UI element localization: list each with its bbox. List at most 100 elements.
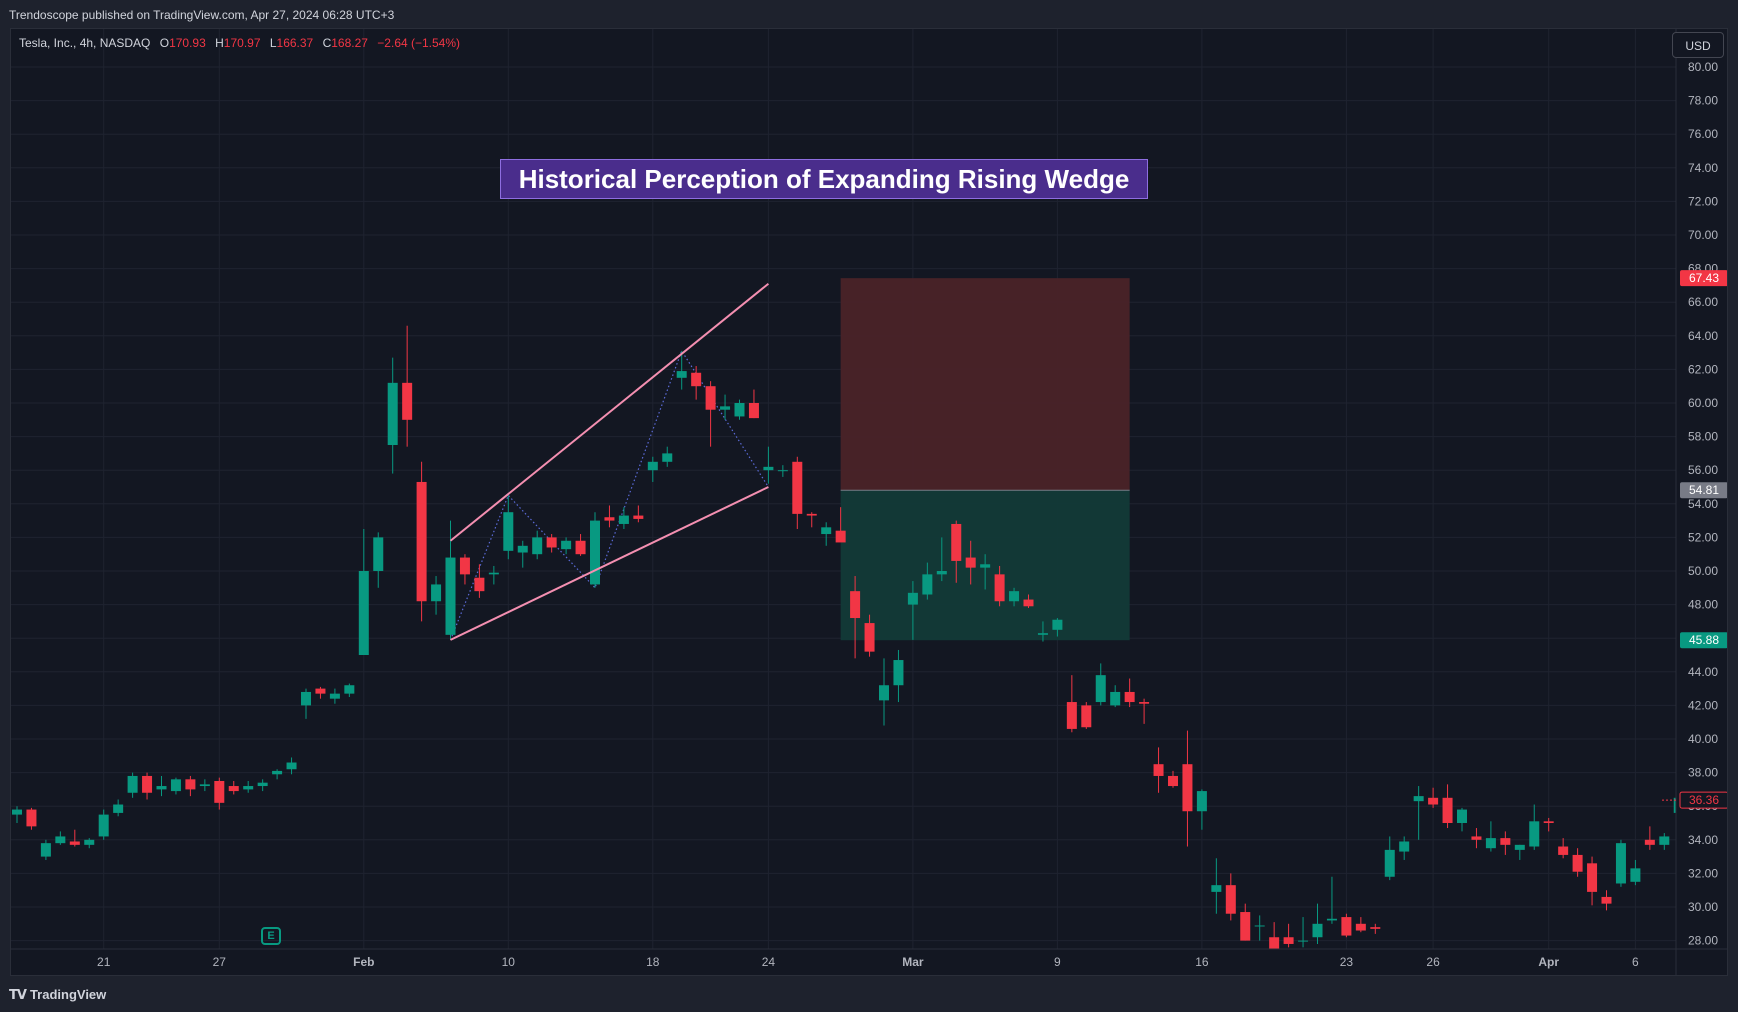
candle <box>1124 678 1135 708</box>
chart-panel[interactable]: 80.00 78.00 76.00 74.00 72.00 70.00 68.00 66.00… <box>10 28 1728 976</box>
candle-body <box>1543 821 1554 823</box>
candle-body <box>1326 918 1337 921</box>
candle <box>474 564 485 598</box>
candle-body <box>26 809 37 827</box>
candle <box>1514 844 1525 860</box>
candle <box>69 829 80 847</box>
candle <box>1370 923 1381 934</box>
candle-body <box>1630 868 1641 882</box>
candle-body <box>1110 691 1121 706</box>
candle-body <box>1037 633 1048 635</box>
high-label: H <box>215 36 224 50</box>
candle <box>1457 807 1467 832</box>
candle <box>517 540 528 568</box>
candle-body <box>1384 849 1395 877</box>
candle-body <box>55 836 66 844</box>
candle <box>416 461 427 622</box>
candle <box>662 446 673 467</box>
candle <box>1196 789 1207 830</box>
candle <box>777 465 788 477</box>
candle <box>503 495 514 560</box>
price-label-bg <box>1680 270 1727 287</box>
x-tick-label: 27 <box>213 955 227 969</box>
candle-body <box>358 571 369 655</box>
candle-body <box>662 453 673 462</box>
plot-area <box>12 278 1676 949</box>
y-tick-label: 34.00 <box>1688 833 1718 847</box>
candle-body <box>1587 863 1598 892</box>
candle <box>590 512 600 588</box>
annotation-title[interactable]: Historical Perception of Expanding Risin… <box>500 159 1148 199</box>
price-axis-label: 45.88 <box>1680 632 1727 649</box>
tradingview-logo-icon: TV <box>9 988 27 1003</box>
candle-body <box>113 804 124 813</box>
candle <box>1601 890 1612 911</box>
candle <box>1587 856 1598 906</box>
candle-body <box>1023 599 1034 607</box>
candle <box>286 757 297 775</box>
candle-body <box>590 520 600 585</box>
candle-body <box>922 574 933 595</box>
x-tick-label: 18 <box>646 955 660 969</box>
brand-name: TradingView <box>29 987 107 1002</box>
candle-body <box>1370 927 1381 929</box>
candle <box>344 683 355 697</box>
candle-body <box>965 557 976 568</box>
candle <box>1673 797 1676 813</box>
candle-body <box>84 839 95 845</box>
y-tick-label: 78.00 <box>1688 94 1718 108</box>
candle-body <box>1153 764 1164 776</box>
zigzag-line <box>449 349 769 641</box>
price-label-text: 36.36 <box>1689 793 1719 807</box>
candle <box>618 507 629 529</box>
candle-body <box>98 814 109 837</box>
candle <box>1558 838 1569 859</box>
candle-body <box>1442 797 1453 823</box>
candle <box>1009 587 1020 607</box>
candle-body <box>1659 836 1670 845</box>
candle-body <box>748 403 759 419</box>
high-value: 170.97 <box>223 36 261 50</box>
candle-body <box>185 779 196 790</box>
candle-body <box>329 693 340 699</box>
candle <box>936 537 947 582</box>
price-chart[interactable]: 80.0078.0076.0074.0072.0070.0068.0066.00… <box>11 29 1728 976</box>
currency-button[interactable]: USD <box>1672 32 1724 58</box>
candle-body <box>806 513 817 516</box>
candle <box>257 779 268 792</box>
candle-body <box>1254 925 1265 927</box>
candle-body <box>1514 844 1525 850</box>
candle <box>1442 784 1453 829</box>
candle <box>835 507 846 543</box>
x-tick-label: 9 <box>1054 955 1061 969</box>
candle <box>431 576 442 615</box>
x-tick-label: 26 <box>1426 955 1440 969</box>
candle-body <box>1673 797 1676 813</box>
x-tick-label: Mar <box>902 955 924 969</box>
candle <box>243 781 254 793</box>
candle <box>1644 826 1655 850</box>
candle <box>373 532 384 588</box>
candle-body <box>1283 937 1294 944</box>
candle <box>214 777 225 810</box>
candle-body <box>1529 821 1540 847</box>
candle-body <box>907 592 918 605</box>
earnings-icon[interactable]: E <box>261 927 281 945</box>
candle-body <box>561 540 572 550</box>
y-tick-label: 72.00 <box>1688 194 1718 208</box>
tradingview-logo[interactable]: TV TradingView <box>9 987 106 1003</box>
y-tick-label: 58.00 <box>1688 430 1718 444</box>
candle-body <box>1500 838 1511 845</box>
y-tick-label: 70.00 <box>1688 228 1718 242</box>
y-tick-label: 76.00 <box>1688 127 1718 141</box>
x-tick-label: 10 <box>502 955 516 969</box>
candle <box>1037 621 1048 642</box>
candle <box>459 554 470 585</box>
candle-body <box>1182 764 1193 812</box>
candle <box>705 381 716 447</box>
candle <box>850 576 861 659</box>
candle-body <box>604 517 615 521</box>
candle <box>575 534 586 556</box>
candle-body <box>459 557 470 575</box>
candle-body <box>532 537 543 555</box>
